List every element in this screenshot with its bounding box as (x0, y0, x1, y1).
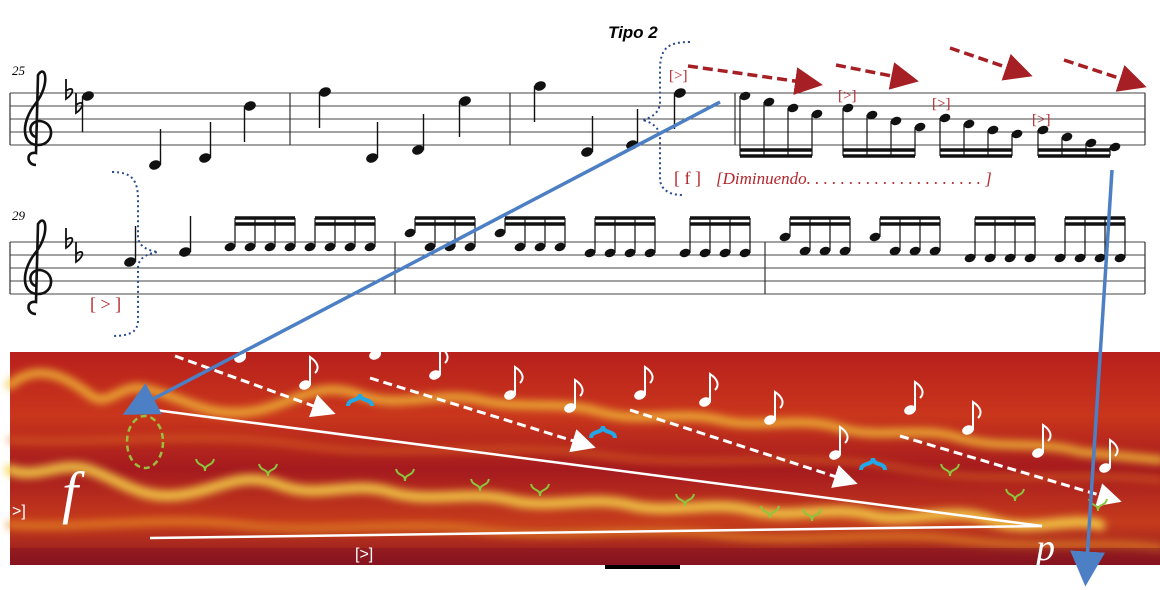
treble-clef (25, 72, 51, 165)
type-label: Tipo 2 (608, 23, 658, 42)
accent: [>] (838, 88, 856, 104)
figure: Tipo 2 25 29 [>] [>] [>] [>] [ > ] [ f ]… (0, 0, 1160, 590)
diminuendo: [Diminuendo. . . . . . . . . . . . . . .… (716, 169, 992, 188)
divider (605, 565, 680, 569)
accent: [>] (669, 68, 687, 84)
flat (76, 242, 82, 262)
piano: p (1033, 527, 1055, 569)
accent: [>] (355, 546, 373, 563)
accent: >] (12, 503, 26, 520)
accent: [ > ] (90, 294, 121, 314)
flat (76, 93, 82, 113)
measure-number: 29 (12, 208, 26, 223)
staves (10, 72, 1145, 314)
flat (66, 79, 72, 99)
treble-clef (25, 221, 51, 314)
flat (66, 228, 72, 248)
red-arrows (688, 48, 1140, 85)
measure-number: 25 (12, 63, 26, 78)
figure-canvas: Tipo 2 25 29 [>] [>] [>] [>] [ > ] [ f ]… (0, 0, 1160, 590)
accent: [>] (932, 96, 950, 112)
accent: [>] (1032, 112, 1050, 128)
white-stem (380, 327, 388, 355)
dynamic: [ f ] (674, 168, 701, 188)
